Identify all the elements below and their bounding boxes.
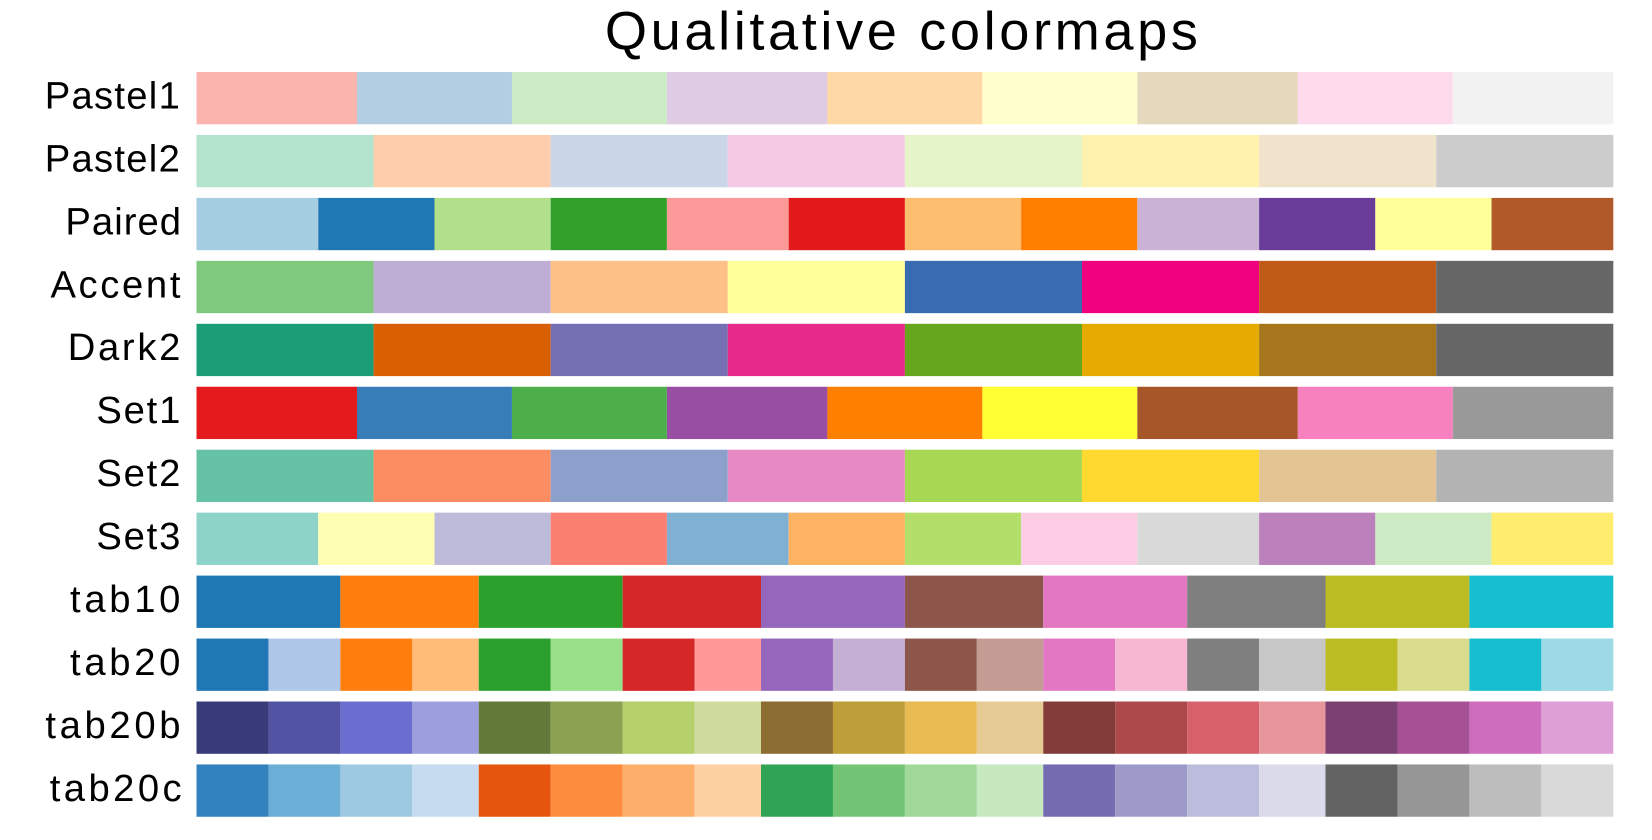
svg-text:tab10: tab10 bbox=[70, 578, 184, 621]
svg-text:Qualitative colormaps: Qualitative colormaps bbox=[605, 1, 1202, 61]
svg-text:tab20: tab20 bbox=[70, 641, 184, 684]
svg-text:tab20c: tab20c bbox=[50, 767, 185, 810]
svg-text:Set1: Set1 bbox=[96, 389, 182, 432]
svg-text:Accent: Accent bbox=[50, 263, 183, 306]
svg-text:Set2: Set2 bbox=[96, 452, 182, 495]
svg-text:Pastel1: Pastel1 bbox=[45, 74, 181, 117]
svg-text:Paired: Paired bbox=[65, 200, 182, 243]
svg-text:Set3: Set3 bbox=[96, 515, 182, 558]
svg-text:Pastel2: Pastel2 bbox=[45, 137, 181, 180]
svg-text:Dark2: Dark2 bbox=[68, 326, 183, 369]
svg-text:tab20b: tab20b bbox=[45, 704, 184, 747]
